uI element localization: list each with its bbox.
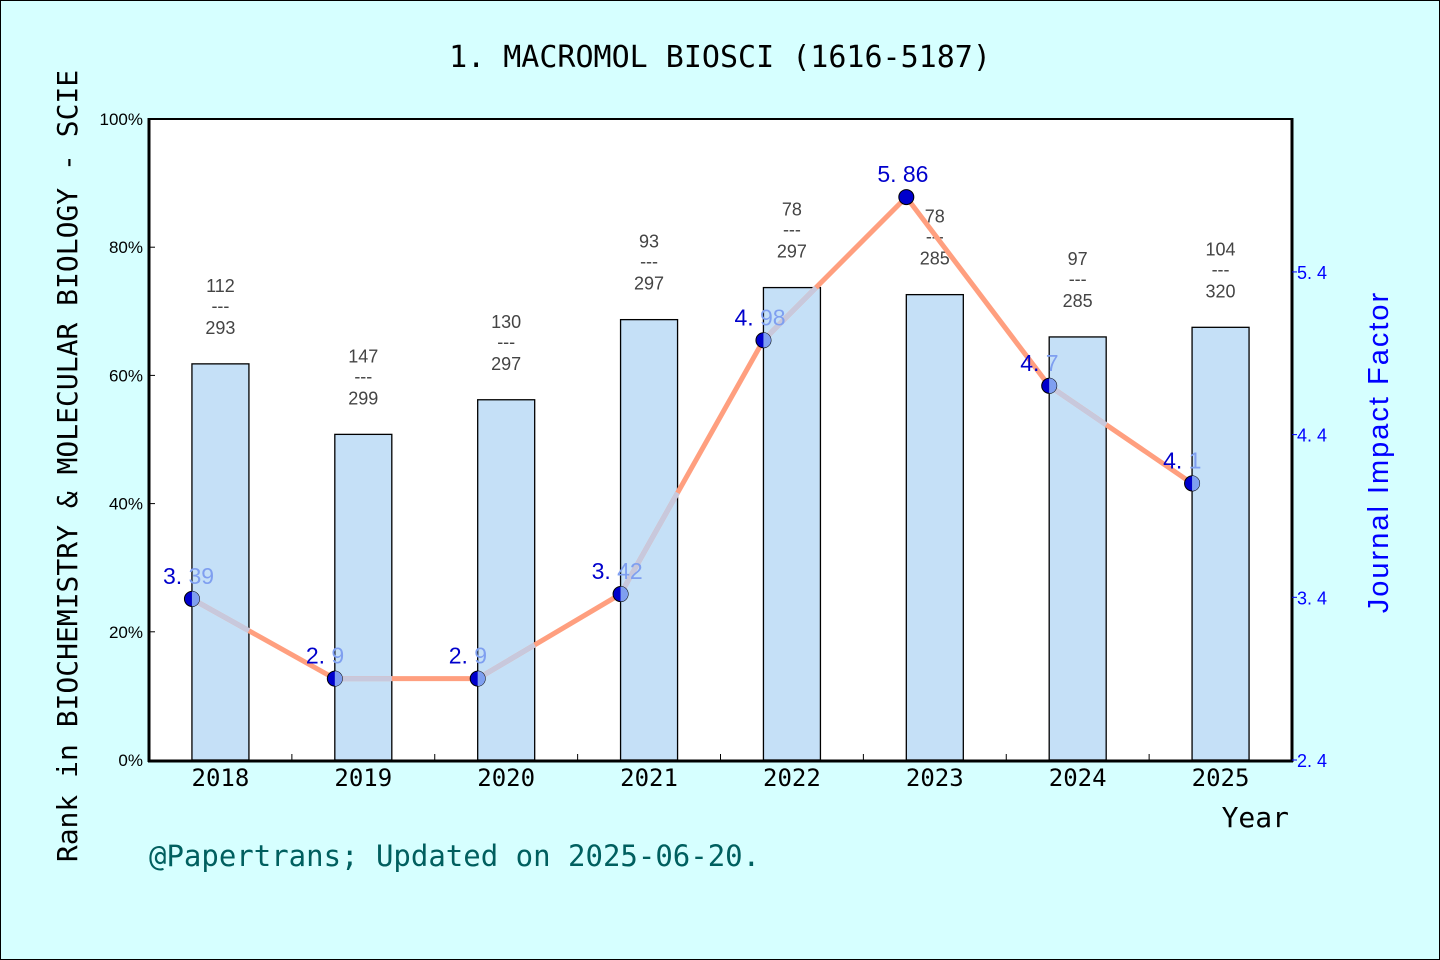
svg-text:93: 93 — [639, 232, 659, 252]
rank-label-2020: 130--- 297 — [491, 312, 521, 374]
rank-label-2018: 112--- 293 — [205, 276, 235, 338]
if-marker-2024 — [1041, 377, 1058, 394]
svg-text:---: --- — [211, 296, 229, 316]
left-axis-ticks: 0% 20% 40% 60% 80% 100% — [100, 110, 155, 770]
left-tick-label: 100% — [100, 110, 143, 129]
x-tick-label: 2025 — [1192, 764, 1250, 792]
svg-text:97: 97 — [1068, 249, 1088, 269]
svg-text:78: 78 — [925, 207, 945, 227]
svg-text:---: --- — [1069, 269, 1087, 289]
rank-bar-2025 — [1191, 326, 1250, 761]
if-marker-2021 — [612, 586, 629, 603]
rank-label-2025: 104--- 320 — [1206, 239, 1236, 301]
svg-text:297: 297 — [634, 274, 664, 294]
right-axis-label: Journal Impact Factor — [1363, 291, 1395, 613]
rank-bar-2018 — [191, 363, 250, 761]
chart-title: 1. MACROMOL BIOSCI (1616-5187) — [449, 40, 991, 75]
if-value-2018: 3. 39 — [163, 563, 214, 589]
if-marker-2019 — [326, 670, 343, 687]
right-tick-label: 2. 4 — [1297, 751, 1327, 771]
svg-text:78: 78 — [782, 200, 802, 220]
svg-text:297: 297 — [777, 242, 807, 262]
rank-label-2024: 97--- 285 — [1063, 249, 1093, 311]
svg-text:285: 285 — [920, 249, 950, 269]
if-marker-2025 — [1184, 475, 1201, 492]
impact-factor-labels: 3. 39 2. 9 2. 9 3. 42 4. 98 5. 86 4. 7 4. 1 — [163, 161, 1202, 669]
if-value-2022: 4. 98 — [734, 304, 785, 330]
if-marker-2018 — [183, 590, 200, 607]
left-tick-label: 40% — [109, 495, 143, 514]
left-tick-label: 60% — [109, 366, 143, 385]
left-axis-label: Rank in BIOCHEMISTRY & MOLECULAR BIOLOGY… — [51, 70, 84, 862]
right-tick-label: 5. 4 — [1297, 263, 1327, 283]
svg-text:147: 147 — [348, 346, 378, 366]
x-tick-label: 2019 — [334, 764, 392, 792]
rank-bar-2024 — [1048, 336, 1107, 761]
left-tick-label: 0% — [118, 751, 143, 770]
right-tick-label: 4. 4 — [1297, 426, 1327, 446]
x-tick-label: 2020 — [477, 764, 535, 792]
svg-text:285: 285 — [1063, 291, 1093, 311]
if-value-2023: 5. 86 — [877, 161, 928, 187]
if-value-2024: 4. 7 — [1020, 350, 1058, 376]
svg-text:---: --- — [497, 332, 515, 352]
right-axis-ticks: 2. 4 3. 4 4. 4 5. 4 — [1292, 263, 1327, 771]
rank-bar-2023 — [905, 293, 964, 761]
svg-text:293: 293 — [205, 318, 235, 338]
footer-credit: @Papertrans; Updated on 2025-06-20. — [149, 839, 760, 873]
svg-text:---: --- — [783, 220, 801, 240]
if-value-2021: 3. 42 — [592, 558, 643, 584]
left-tick-label: 80% — [109, 238, 143, 257]
if-value-2025: 4. 1 — [1163, 447, 1201, 473]
if-marker-2023 — [898, 189, 915, 206]
if-marker-2020 — [469, 670, 486, 687]
rank-bar-2022 — [762, 286, 822, 761]
svg-text:130: 130 — [491, 312, 521, 332]
x-tick-label: 2024 — [1049, 764, 1107, 792]
x-tick-label: 2023 — [906, 764, 964, 792]
x-tick-label: 2022 — [763, 764, 821, 792]
if-marker-2022 — [755, 332, 772, 349]
if-value-2019: 2. 9 — [306, 643, 344, 669]
svg-text:---: --- — [1212, 259, 1230, 279]
x-axis-label: Year — [1222, 801, 1289, 834]
svg-text:297: 297 — [491, 354, 521, 374]
rank-label-2022: 78--- 297 — [777, 200, 807, 262]
rank-label-2021: 93--- 297 — [634, 232, 664, 294]
svg-text:---: --- — [640, 252, 658, 272]
left-tick-label: 20% — [109, 623, 143, 642]
x-tick-label: 2021 — [620, 764, 678, 792]
rank-bar-2020 — [477, 399, 536, 761]
right-tick-label: 3. 4 — [1297, 588, 1327, 608]
svg-text:112: 112 — [206, 276, 235, 296]
rank-label-2019: 147--- 299 — [348, 346, 378, 408]
x-axis-ticks: 2018 2019 2020 2021 2022 2023 2024 2025 — [192, 754, 1250, 792]
rank-bar-2019 — [334, 433, 393, 761]
svg-text:299: 299 — [348, 388, 378, 408]
x-tick-label: 2018 — [192, 764, 250, 792]
if-value-2020: 2. 9 — [449, 643, 487, 669]
impact-factor-line — [183, 189, 1201, 687]
svg-text:320: 320 — [1206, 281, 1236, 301]
svg-text:---: --- — [354, 366, 372, 386]
svg-text:104: 104 — [1206, 239, 1236, 259]
